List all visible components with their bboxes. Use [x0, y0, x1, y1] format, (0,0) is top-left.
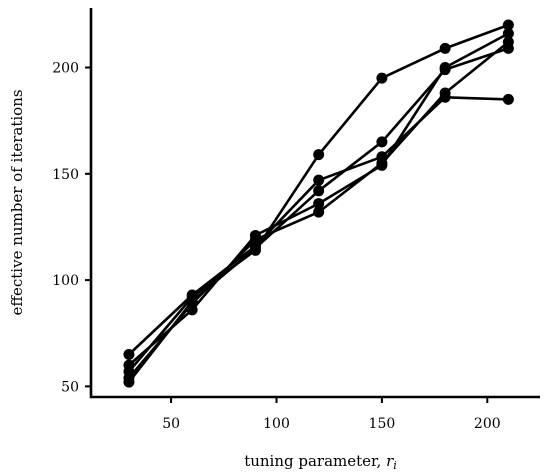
- data-point: [186, 297, 198, 309]
- data-point: [502, 19, 514, 31]
- x-axis-label-var: r: [386, 452, 394, 470]
- data-point: [249, 242, 261, 254]
- y-axis-label: effective number of iterations: [8, 89, 26, 315]
- data-point: [123, 372, 135, 384]
- y-tick-label: 100: [52, 273, 79, 289]
- y-tick-label: 150: [52, 167, 79, 183]
- data-point: [313, 206, 325, 218]
- data-point: [376, 136, 388, 148]
- y-tick-label: 200: [52, 61, 79, 77]
- axis-frame: [89, 8, 540, 399]
- data-point: [249, 234, 261, 246]
- series-4: [123, 28, 514, 371]
- x-tick-label: 150: [369, 416, 396, 432]
- data-point: [502, 28, 514, 40]
- data-point: [313, 174, 325, 186]
- series-group: [123, 19, 514, 388]
- x-tick-label: 200: [474, 416, 501, 432]
- axes: [89, 8, 540, 399]
- data-point: [439, 62, 451, 74]
- x-tick-label: 50: [162, 416, 180, 432]
- data-point: [123, 348, 135, 360]
- data-point: [313, 149, 325, 161]
- data-point: [376, 72, 388, 84]
- data-point: [439, 87, 451, 99]
- x-axis-label: tuning parameter, ri: [244, 452, 397, 472]
- data-point: [313, 185, 325, 197]
- data-point: [502, 93, 514, 105]
- series-5: [123, 36, 514, 384]
- x-axis-label-sub: i: [393, 459, 397, 472]
- y-tick-label: 50: [61, 379, 79, 395]
- data-point: [502, 36, 514, 48]
- data-point: [123, 359, 135, 371]
- data-point: [376, 157, 388, 169]
- data-point: [439, 42, 451, 54]
- x-tick-label: 100: [263, 416, 290, 432]
- y-ticks: 50 100 150 200: [52, 61, 91, 395]
- x-ticks: 50 100 150 200: [162, 397, 501, 432]
- x-axis-label-text: tuning parameter,: [244, 452, 386, 470]
- data-point: [313, 198, 325, 210]
